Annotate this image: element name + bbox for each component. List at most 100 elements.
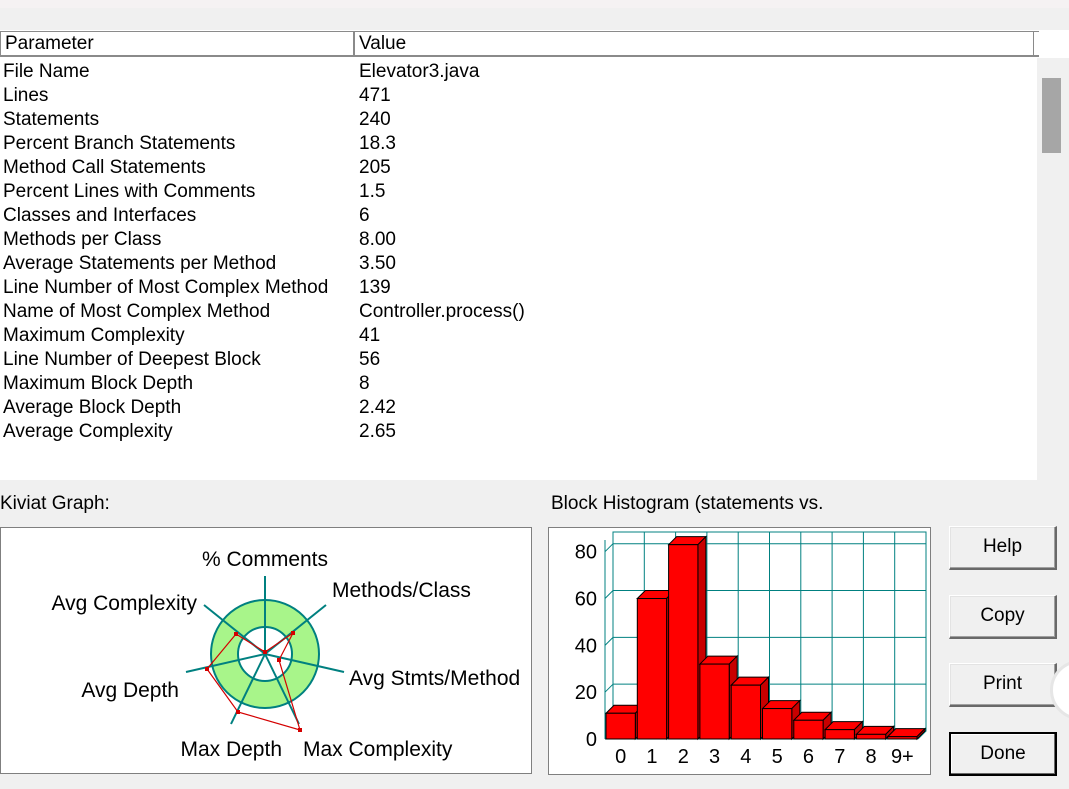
value-cell: 18.3 bbox=[359, 133, 396, 154]
table-row[interactable]: Percent Branch Statements 18.3 bbox=[0, 132, 1030, 156]
value-cell: 3.50 bbox=[359, 253, 396, 274]
table-row[interactable]: Classes and Interfaces 6 bbox=[0, 204, 1030, 228]
table-row[interactable]: Maximum Block Depth 8 bbox=[0, 372, 1030, 396]
parameter-cell: Line Number of Most Complex Method bbox=[3, 277, 329, 298]
value-cell: 56 bbox=[359, 349, 381, 370]
parameter-cell: File Name bbox=[3, 61, 90, 82]
kiviat-axis-label-avg-complexity: Avg Complexity bbox=[51, 592, 197, 615]
value-cell: 41 bbox=[359, 325, 381, 346]
parameter-cell: Lines bbox=[3, 85, 49, 106]
print-button[interactable]: Print bbox=[949, 663, 1057, 707]
parameter-cell: Classes and Interfaces bbox=[3, 205, 197, 226]
value-cell: Controller.process() bbox=[359, 301, 525, 322]
value-cell: 6 bbox=[359, 205, 370, 226]
help-button[interactable]: Help bbox=[949, 526, 1057, 570]
value-cell: 139 bbox=[359, 277, 391, 298]
floor-edge bbox=[917, 730, 927, 740]
x-tick-label: 6 bbox=[803, 746, 814, 768]
metrics-table bbox=[0, 30, 1069, 480]
kiviat-axis-label-max-complexity: Max Complexity bbox=[303, 738, 453, 761]
grid-line-side bbox=[604, 590, 614, 599]
bar bbox=[699, 663, 730, 740]
x-tick-label: 2 bbox=[678, 746, 689, 768]
parameter-cell: Line Number of Deepest Block bbox=[3, 349, 261, 370]
table-row[interactable]: Average Statements per Method 3.50 bbox=[0, 252, 1030, 276]
vertex-avg-stmts bbox=[277, 658, 281, 662]
column-header-value[interactable]: Value bbox=[354, 31, 1034, 57]
y-tick-label: 0 bbox=[586, 729, 597, 751]
value-cell: 205 bbox=[359, 157, 391, 178]
parameter-cell: Percent Branch Statements bbox=[3, 133, 236, 154]
parameter-cell: Statements bbox=[3, 109, 100, 130]
x-tick-label: 3 bbox=[709, 746, 720, 768]
done-button[interactable]: Done bbox=[949, 732, 1057, 776]
parameter-cell: Average Statements per Method bbox=[3, 253, 277, 274]
table-row[interactable]: Methods per Class 8.00 bbox=[0, 228, 1030, 252]
copy-button[interactable]: Copy bbox=[949, 595, 1057, 639]
x-tick-label: 5 bbox=[772, 746, 783, 768]
kiviat-axis-label-methods-class: Methods/Class bbox=[332, 579, 471, 602]
y-tick-label: 80 bbox=[575, 542, 597, 564]
bar bbox=[730, 684, 761, 740]
block-histogram-panel: 0 20 40 60 80 0 1 2 3 4 5 6 7 8 9+ bbox=[548, 527, 931, 775]
kiviat-graph-panel: % Comments Methods/Class Avg Stmts/Metho… bbox=[0, 527, 532, 774]
value-cell: Elevator3.java bbox=[359, 61, 480, 82]
table-row[interactable]: Line Number of Most Complex Method 139 bbox=[0, 276, 1030, 300]
x-tick-label: 1 bbox=[646, 746, 657, 768]
bar bbox=[636, 598, 668, 740]
parameter-cell: Method Call Statements bbox=[3, 157, 206, 178]
table-row[interactable]: Average Block Depth 2.42 bbox=[0, 396, 1030, 420]
parameter-cell: Methods per Class bbox=[3, 229, 162, 250]
column-header-end bbox=[1033, 31, 1039, 57]
vertex-max-depth bbox=[236, 710, 240, 714]
column-header-parameter[interactable]: Parameter bbox=[0, 31, 354, 57]
table-row[interactable]: Method Call Statements 205 bbox=[0, 156, 1030, 180]
parameter-cell: Maximum Block Depth bbox=[3, 373, 194, 394]
table-row[interactable]: Lines 471 bbox=[0, 84, 1030, 108]
table-row[interactable]: Average Complexity 2.65 bbox=[0, 420, 1030, 444]
axis-line-avg-depth bbox=[185, 653, 266, 673]
y-tick-label: 40 bbox=[575, 635, 597, 657]
parameter-cell: Average Block Depth bbox=[3, 397, 182, 418]
vertex-methods-class bbox=[291, 631, 295, 635]
x-tick-label: 8 bbox=[865, 746, 876, 768]
parameter-cell: Maximum Complexity bbox=[3, 325, 185, 346]
bar bbox=[668, 544, 699, 740]
bar bbox=[605, 712, 636, 740]
y-tick-label: 20 bbox=[575, 682, 597, 704]
table-row[interactable]: Name of Most Complex Method Controller.pr… bbox=[0, 300, 1030, 324]
y-tick-label: 60 bbox=[575, 589, 597, 611]
bar bbox=[793, 719, 824, 740]
kiviat-axis-label-avg-stmts: Avg Stmts/Method bbox=[349, 667, 520, 690]
value-cell: 471 bbox=[359, 85, 391, 106]
table-row[interactable]: Maximum Complexity 41 bbox=[0, 324, 1030, 348]
value-cell: 1.5 bbox=[359, 181, 386, 202]
grid-line-side bbox=[604, 636, 614, 646]
kiviat-axis-label-comments: % Comments bbox=[202, 548, 328, 571]
window-top-strip bbox=[0, 0, 1069, 8]
x-tick-label: 9+ bbox=[891, 746, 914, 768]
scrollbar-thumb[interactable] bbox=[1042, 78, 1061, 153]
vertex-comments bbox=[263, 650, 267, 654]
bar bbox=[855, 733, 887, 740]
table-row[interactable]: Percent Lines with Comments 1.5 bbox=[0, 180, 1030, 204]
value-cell: 2.42 bbox=[359, 397, 396, 418]
table-row[interactable]: Statements 240 bbox=[0, 108, 1030, 132]
parameter-cell: Percent Lines with Comments bbox=[3, 181, 256, 202]
axis-line-avg-stmts bbox=[264, 653, 345, 673]
x-tick-label: 0 bbox=[615, 746, 626, 768]
vertex-avg-depth bbox=[205, 667, 209, 671]
grid-line-side bbox=[604, 683, 614, 693]
kiviat-polygon bbox=[206, 632, 301, 731]
axis-line-methods-class bbox=[264, 604, 327, 655]
grid-line-side bbox=[604, 543, 614, 553]
table-row[interactable]: Line Number of Deepest Block 56 bbox=[0, 348, 1030, 372]
kiviat-axis-label-max-depth: Max Depth bbox=[180, 738, 282, 761]
value-cell: 8.00 bbox=[359, 229, 396, 250]
table-row[interactable]: File Name Elevator3.java bbox=[0, 60, 1030, 84]
kiviat-graph-label: Kiviat Graph: bbox=[0, 493, 110, 514]
kiviat-graph: % Comments Methods/Class Avg Stmts/Metho… bbox=[51, 548, 520, 761]
bar bbox=[887, 736, 918, 740]
value-cell: 240 bbox=[359, 109, 391, 130]
